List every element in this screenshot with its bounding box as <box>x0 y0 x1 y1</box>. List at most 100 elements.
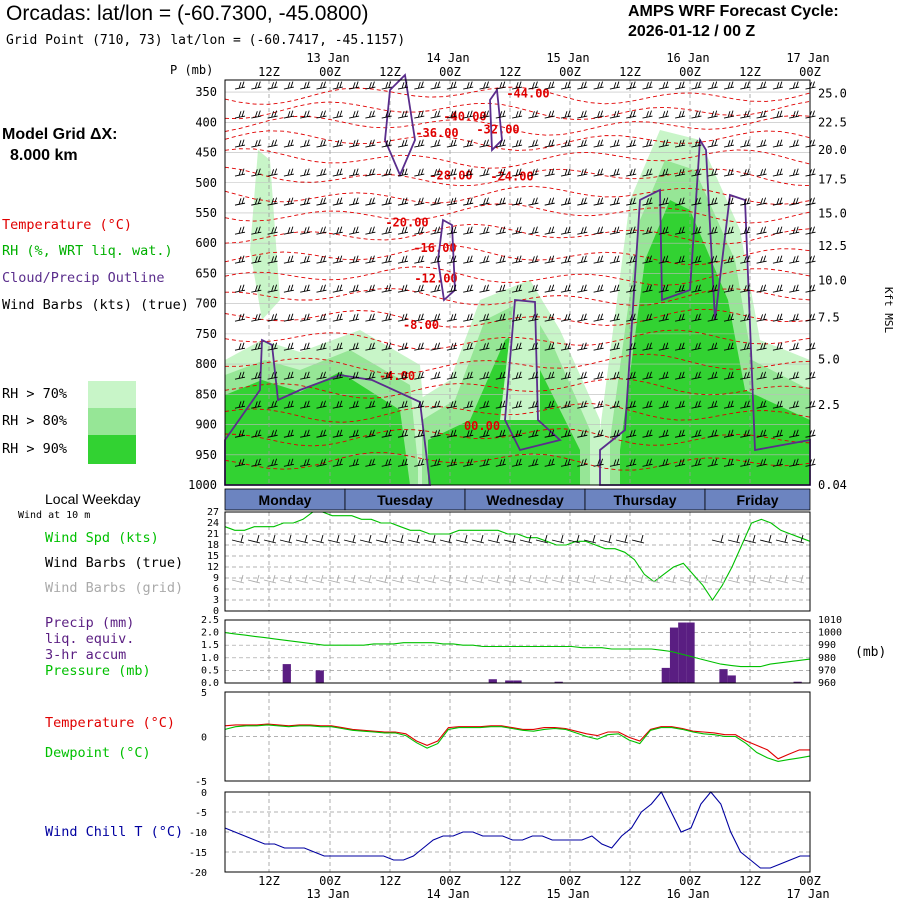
wind-barb-r2-c12 <box>430 139 441 148</box>
model-grid-value: 8.000 km <box>10 147 78 164</box>
wind-barb-r12-c2 <box>267 429 278 438</box>
wind-barb-grid-17 <box>503 574 517 584</box>
wind-barb-r3-c9 <box>381 168 392 177</box>
top-date-label-4: 17 Jan <box>786 51 829 65</box>
wind-barb-r10-c14 <box>463 371 474 380</box>
wind-barb-r5-c30 <box>723 226 735 235</box>
wind-barb-r1-c34 <box>789 110 800 119</box>
wind-barb-r4-c12 <box>430 197 441 206</box>
precip-bar-53 <box>661 667 670 683</box>
wind-barb-r8-c28 <box>691 313 702 322</box>
wind-barb-r13-c12 <box>430 458 441 467</box>
wind-barb-r3-c15 <box>479 168 490 177</box>
wind-barb-r13-c23 <box>609 458 620 467</box>
pressure-right-tick-3: 990 <box>818 640 836 651</box>
height-tick-5: 12.5 <box>818 239 847 253</box>
wind-barb-r12-c27 <box>675 429 686 438</box>
wind-barb-r2-c13 <box>446 139 457 148</box>
wind-barb-r13-c6 <box>332 458 343 467</box>
wind-barb-r1-c32 <box>756 110 767 119</box>
wind-barb-r1-c24 <box>626 110 637 119</box>
wind-barb-r0-c9 <box>381 81 392 90</box>
wind-barb-r8-c21 <box>577 313 588 322</box>
wind-barb-r1-c21 <box>577 110 588 119</box>
wind-barb-r13-c19 <box>544 458 555 467</box>
wind-barb-r11-c22 <box>593 400 604 409</box>
precip-panel-frame <box>224 619 811 684</box>
wind-barb-r11-c14 <box>463 400 474 409</box>
wind-barb-grid-8 <box>359 574 373 584</box>
bottom-hour-label-9: 00Z <box>799 874 821 888</box>
wind-barb-r1-c2 <box>267 110 278 119</box>
wind-barb-r9-c33 <box>772 342 783 351</box>
temperature-contour-4 <box>224 148 811 169</box>
wind-barb-r7-c14 <box>463 284 474 293</box>
day-band-4 <box>704 488 811 511</box>
wind-barb-r10-c27 <box>675 371 686 380</box>
wind-barb-r0-c10 <box>397 81 409 90</box>
wind-barb-r9-c0 <box>234 342 246 351</box>
wind-barb-r13-c31 <box>740 458 751 467</box>
wind-barb-r0-c15 <box>479 81 490 90</box>
wind-barbs-group <box>234 81 816 467</box>
wind-barb-r10-c21 <box>577 371 588 380</box>
legend-temperature: Temperature (°C) <box>2 217 133 233</box>
wind-barb-r0-c23 <box>609 81 620 90</box>
wind-barb-r3-c3 <box>283 168 294 177</box>
wind-barb-r6-c23 <box>609 255 620 264</box>
wind-barb-r11-c11 <box>414 400 425 409</box>
wind-barb-r3-c22 <box>593 168 604 177</box>
wind-barb-r11-c28 <box>691 400 702 409</box>
wind-barb-r9-c14 <box>463 342 474 351</box>
wind-barb-r2-c11 <box>414 139 425 148</box>
pressure-tick-5: 600 <box>195 236 217 250</box>
wind-barb-r13-c21 <box>577 458 588 467</box>
wind-barb-r0-c34 <box>789 81 800 90</box>
wind-barb-r4-c21 <box>577 197 588 206</box>
height-tick-0: 25.0 <box>818 86 847 100</box>
wind-barb-r1-c20 <box>560 110 572 119</box>
wind-barb-r5-c22 <box>593 226 604 235</box>
wind-barb-r7-c32 <box>756 284 767 293</box>
wind-barb-grid-14 <box>455 574 469 584</box>
wind-barb-r9-c6 <box>332 342 343 351</box>
wind-barb-true-3 <box>279 534 293 544</box>
wind-barb-r9-c29 <box>707 342 718 351</box>
wind-barb-r5-c5 <box>316 226 327 235</box>
wind-barb-r5-c29 <box>707 226 718 235</box>
wind-barb-r8-c5 <box>316 313 327 322</box>
wind-barb-r1-c10 <box>397 110 409 119</box>
wind-barb-r3-c6 <box>332 168 343 177</box>
wind-barb-r3-c25 <box>642 168 653 177</box>
legend-barbs: Wind Barbs (kts) (true) <box>2 297 189 313</box>
wind-barb-r7-c26 <box>658 284 669 293</box>
wind-barb-r2-c15 <box>479 139 490 148</box>
wind-barb-r11-c21 <box>577 400 588 409</box>
wind-barb-r4-c11 <box>414 197 425 206</box>
day-label-0: Monday <box>259 492 312 508</box>
wind-barb-r6-c10 <box>397 255 409 264</box>
wind-barb-r4-c10 <box>397 197 409 206</box>
wind-barb-r3-c34 <box>789 168 800 177</box>
wind-barb-r2-c10 <box>397 139 409 148</box>
wind-barb-r12-c11 <box>414 429 425 438</box>
wind-barb-r0-c30 <box>723 81 735 90</box>
windchill-tick-2: -10 <box>189 828 207 839</box>
wind-barb-r0-c1 <box>251 81 262 90</box>
wind-barb-r1-c26 <box>658 110 669 119</box>
wind-barb-r5-c27 <box>675 226 686 235</box>
wind-barb-r6-c6 <box>332 255 343 264</box>
wind-barb-r13-c2 <box>267 458 278 467</box>
wind-barb-r3-c11 <box>414 168 425 177</box>
pressure-tick-7: 700 <box>195 297 217 311</box>
wind-barb-true-24 <box>615 534 629 544</box>
wind-barb-true-0 <box>231 534 245 544</box>
wind-barb-grid-1 <box>247 574 261 584</box>
height-tick-4: 15.0 <box>818 207 847 221</box>
wind-barb-true-15 <box>471 534 485 544</box>
local-weekday-label: Local Weekday <box>45 491 140 507</box>
wind-barb-grid-3 <box>279 574 293 584</box>
wind-barb-r12-c23 <box>609 429 620 438</box>
wind-barb-r12-c26 <box>658 429 669 438</box>
wind-barb-grid-27 <box>663 574 677 584</box>
